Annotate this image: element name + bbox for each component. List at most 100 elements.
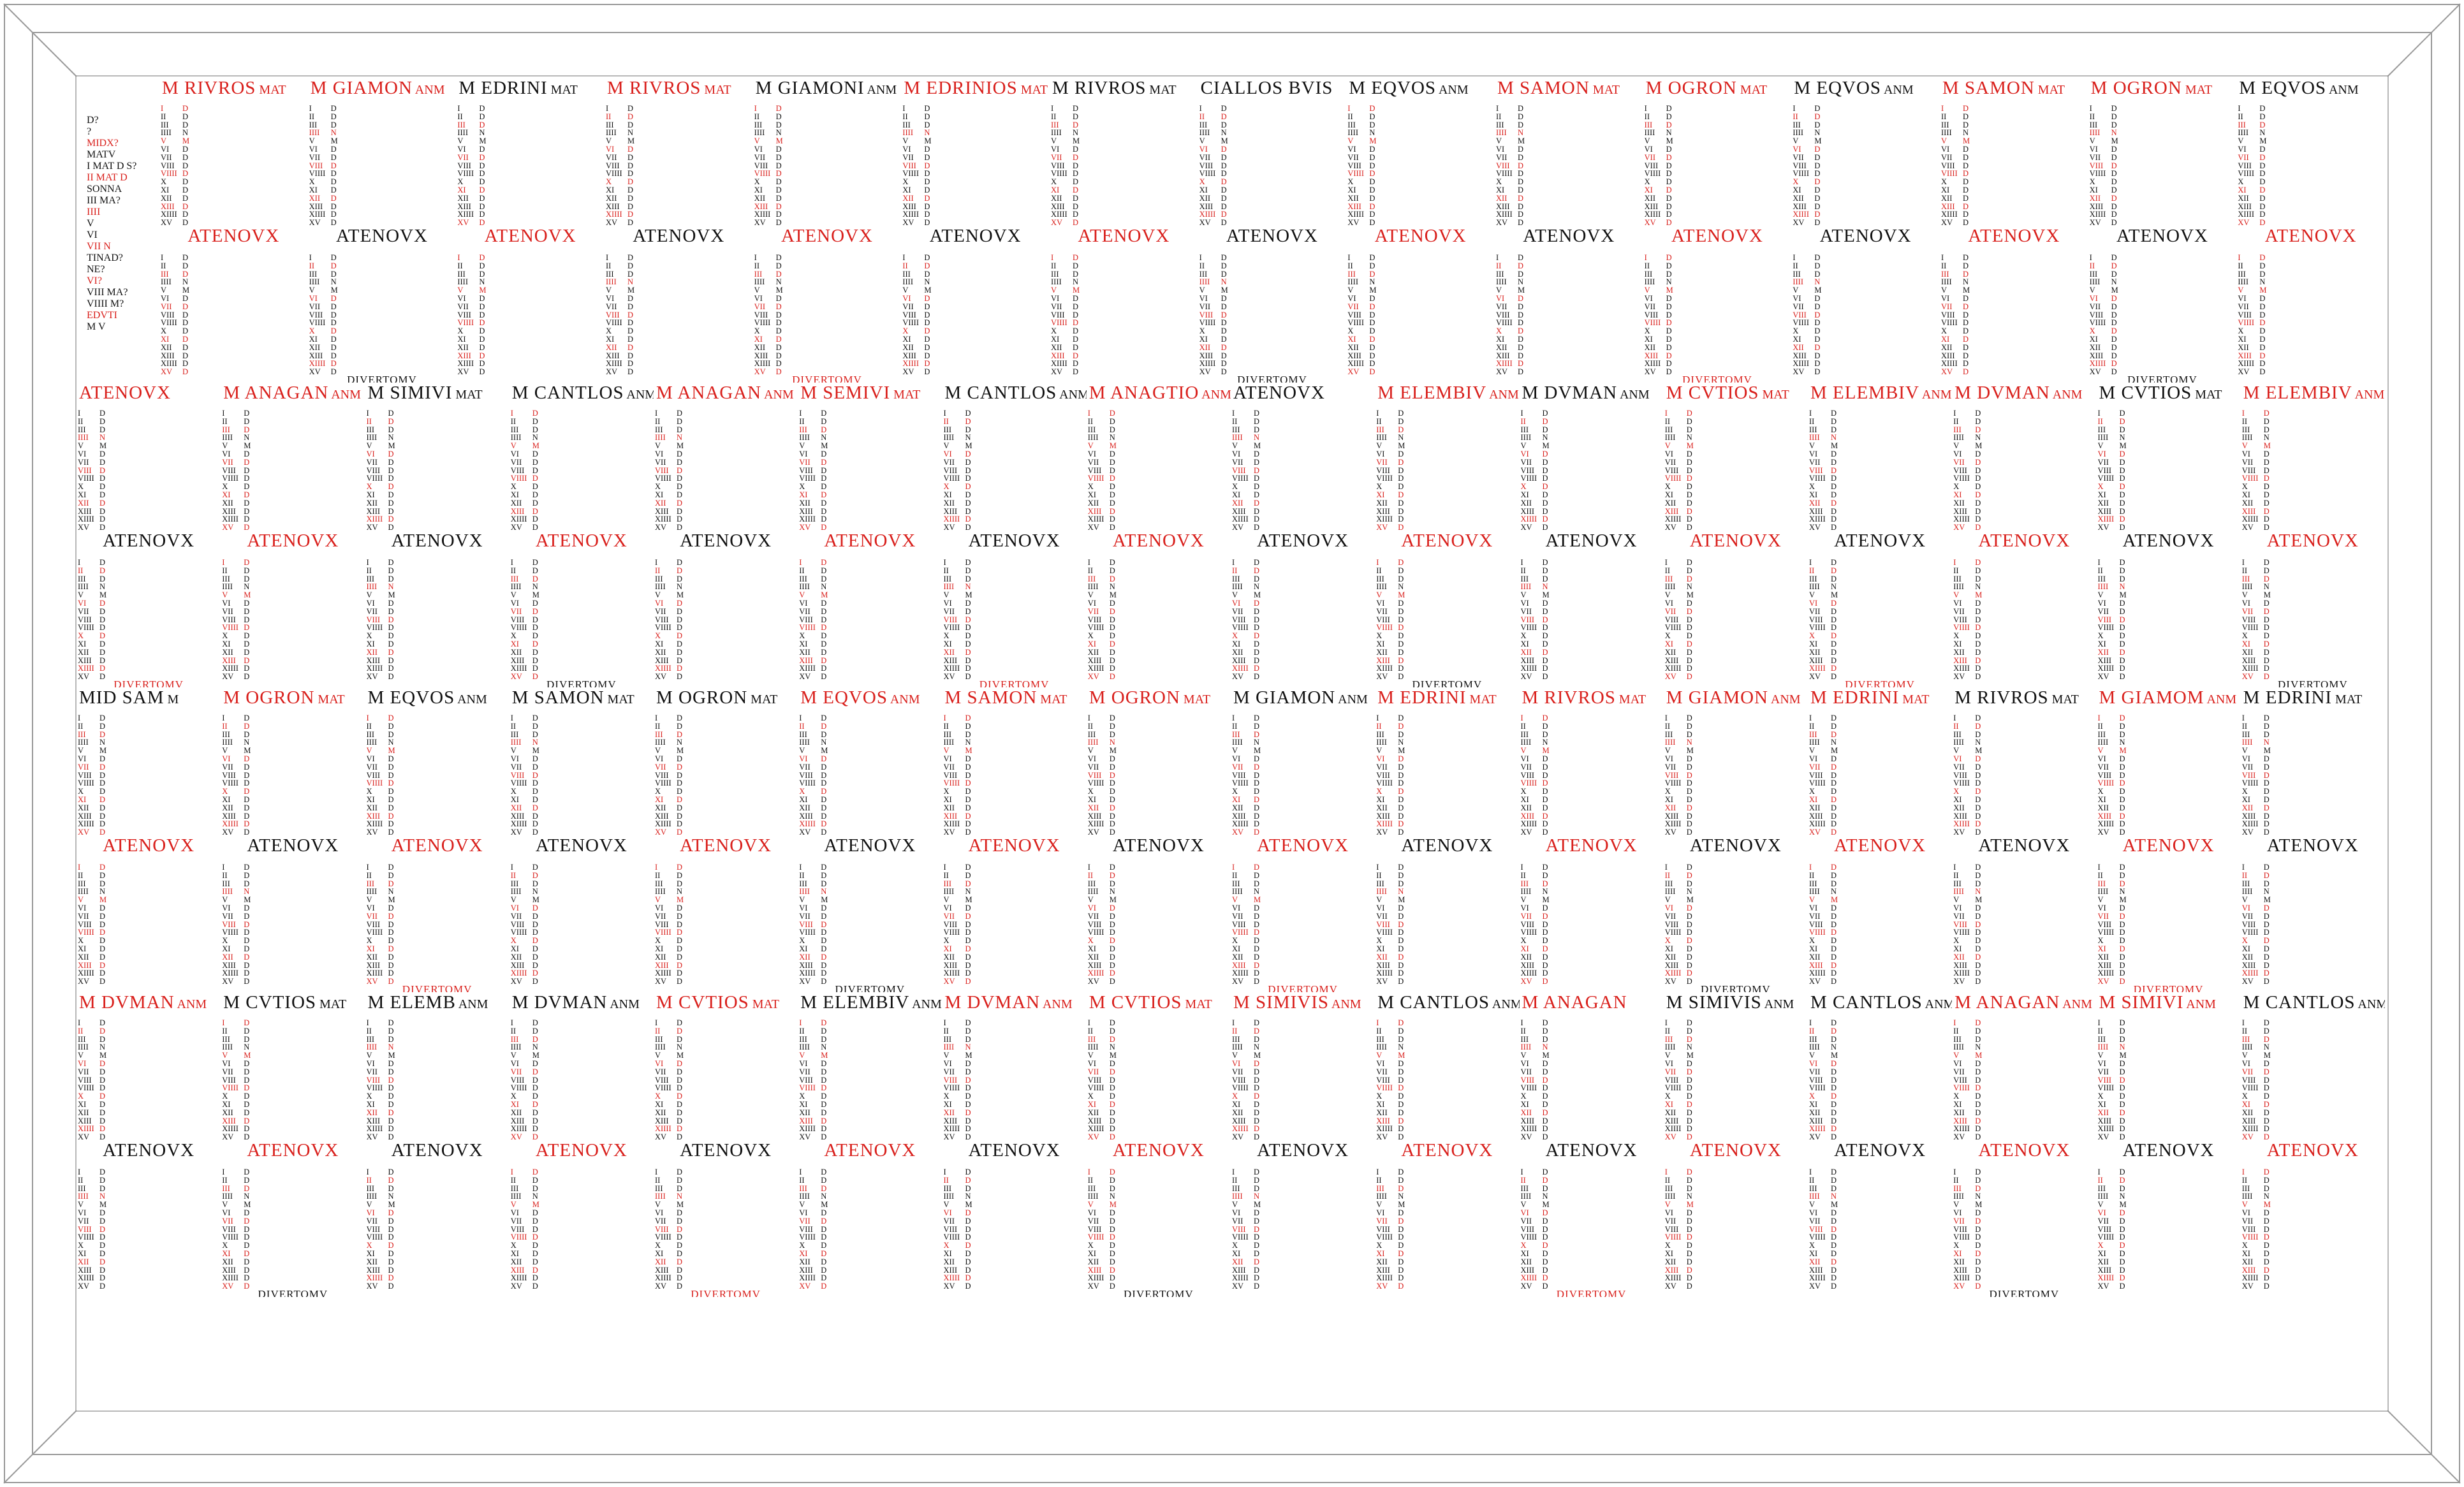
atenovx-divider: ATENOVX xyxy=(1978,1140,2071,1161)
month-block: M RIVROS MAT I D II D III D IIII N V M VI D VII D VIII D… xyxy=(606,78,753,383)
day-list: I D II D III D IIII N V M VI D VII D VIII D VIIII D X D XI D X… xyxy=(1088,409,1229,532)
day-line: VI D xyxy=(78,1208,106,1217)
day-line: XIIII D xyxy=(222,969,250,978)
day-line: XI D xyxy=(799,1099,827,1109)
day-line: XIII D xyxy=(655,811,683,821)
month-title: M DVMAN ANM xyxy=(79,992,207,1013)
day-line: II D xyxy=(1087,721,1115,731)
month-block: M ELEMBIV ANM I D II D III D IIII N V M VI D VII D VIII… xyxy=(1376,383,1519,687)
intro-line: V xyxy=(87,218,94,229)
day-line: IIII N xyxy=(222,738,250,747)
day-list: I D II D III D IIII N V M VI D VII D VIII D VIIII D X D XI D X… xyxy=(754,105,896,227)
day-line: XIIII D xyxy=(1232,969,1260,978)
day-line: VI D xyxy=(1376,1058,1404,1068)
day-line: XIIII D xyxy=(1051,210,1079,219)
atenovx-divider: ATENOVX xyxy=(391,835,483,856)
day-line: XIII D xyxy=(1496,201,1524,211)
day-line: VIIII D xyxy=(222,779,250,788)
day-line: III D xyxy=(1809,574,1837,583)
day-line: VI D xyxy=(902,293,930,303)
day-line: III D xyxy=(799,1034,827,1044)
day-list: I D II D III D IIII N V M VI D VII D VIII D VIIII D X D XI D X… xyxy=(1809,714,1951,837)
day-line: XV D xyxy=(1953,1282,1981,1291)
day-line: III D xyxy=(1953,425,1981,434)
day-line: III D xyxy=(1809,879,1837,888)
atenovx-divider: ATENOVX xyxy=(1257,1140,1349,1161)
day-line: XIII D xyxy=(161,351,189,360)
day-line: VIII D xyxy=(2241,919,2270,929)
day-line: XIII D xyxy=(366,1265,394,1275)
day-line: VI D xyxy=(1953,1058,1981,1068)
day-line: VIII D xyxy=(2097,615,2125,624)
day-line: XV D xyxy=(1809,523,1837,532)
day-line: VIII D xyxy=(655,770,683,780)
day-line: XI D xyxy=(1644,334,1672,344)
atenovx-divider: ATENOVX xyxy=(2116,226,2208,246)
day-line: XI D xyxy=(1809,639,1837,648)
day-line: XIIII D xyxy=(1087,819,1115,829)
day-line: II D xyxy=(161,261,189,270)
day-list: I D II D III D IIII N V M VI D VII D VIII D VIIII D X D XI D X… xyxy=(655,863,796,986)
day-line: VIIII D xyxy=(366,1083,394,1093)
day-line: XIII D xyxy=(2241,960,2270,970)
day-line: XIIII D xyxy=(222,1273,250,1283)
month-block: M SIMIVI MAT I D II D III D IIII N V M VI D VII D VIII D… xyxy=(367,383,510,687)
day-line: II D xyxy=(78,870,106,880)
month-title: M CVTIOS MAT xyxy=(223,992,347,1013)
day-line: VII D xyxy=(943,1216,971,1226)
day-line: III D xyxy=(2097,574,2125,583)
day-line: VII D xyxy=(1232,606,1260,616)
day-line: VIII D xyxy=(1664,1224,1692,1234)
atenovx-divider: ATENOVX xyxy=(247,835,339,856)
day-line: IIII N xyxy=(655,433,683,443)
day-line: VI D xyxy=(222,1058,250,1068)
day-line: XV D xyxy=(1664,1282,1692,1291)
day-line: XII D xyxy=(1644,342,1672,352)
day-line: III D xyxy=(655,425,683,434)
day-line: VIIII D xyxy=(1232,474,1260,483)
day-line: XII D xyxy=(606,193,634,203)
day-line: IIII N xyxy=(222,1192,250,1201)
day-line: XII D xyxy=(799,803,827,812)
day-line: III D xyxy=(799,574,827,583)
day-line: XI D xyxy=(1376,1099,1404,1109)
day-line: II D xyxy=(510,566,538,575)
day-line: VIII D xyxy=(366,465,394,475)
divertomv-label: DIVERTOMV xyxy=(114,678,184,687)
day-line: XIIII D xyxy=(510,969,538,978)
day-line: VII D xyxy=(2097,1216,2125,1226)
day-line: XV D xyxy=(1232,523,1260,532)
day-line: XIIII D xyxy=(2241,819,2270,829)
day-list: I D II D III D IIII N V M VI D VII D VIII D VIIII D X D XI D X… xyxy=(799,409,941,532)
day-line: II D xyxy=(1376,1026,1404,1036)
day-line: VII D xyxy=(655,762,683,772)
day-line: XII D xyxy=(1087,1257,1115,1266)
day-line: VI D xyxy=(1232,903,1260,912)
day-line: XII D xyxy=(1496,193,1524,203)
day-line: VIIII D xyxy=(78,779,106,788)
month-title: CIALLOS BVIS xyxy=(1200,78,1333,98)
day-line: XIII D xyxy=(1376,1116,1404,1125)
day-line: XV D xyxy=(799,672,827,682)
day-line: VI D xyxy=(510,449,538,458)
day-line: IIII N xyxy=(1953,1043,1981,1052)
day-line: VI D xyxy=(943,449,971,458)
day-line: IIII N xyxy=(1376,1043,1404,1052)
month-title: M SAMON MAT xyxy=(1497,78,1620,98)
